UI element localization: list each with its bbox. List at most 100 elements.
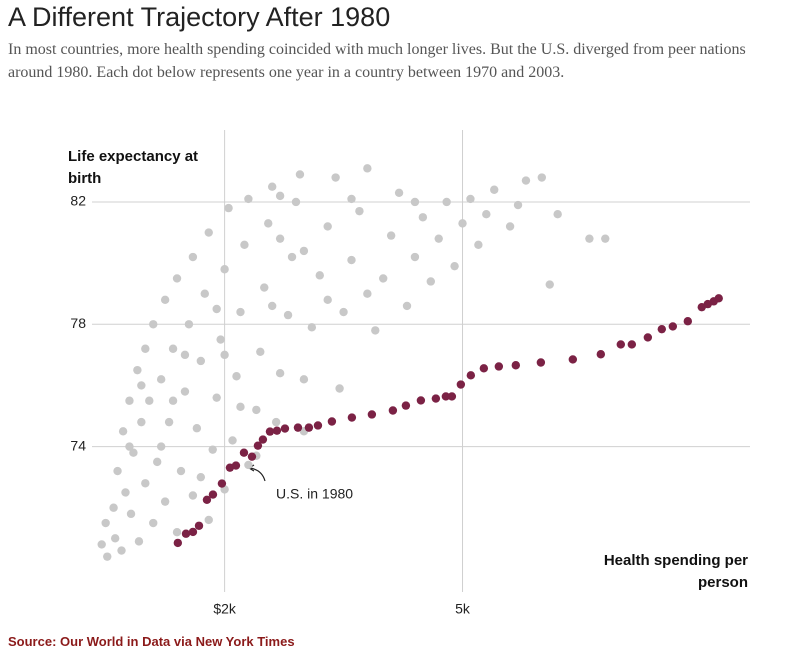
point (482, 210, 491, 219)
point (315, 271, 324, 280)
chart-title: A Different Trajectory After 1980 (8, 2, 391, 32)
point (264, 219, 273, 228)
point (275, 234, 285, 243)
point (410, 252, 420, 262)
point (347, 194, 356, 204)
point (323, 295, 332, 305)
point (236, 307, 245, 317)
point (299, 246, 309, 256)
point (537, 173, 547, 182)
point (196, 356, 206, 366)
point (394, 188, 404, 198)
point (347, 413, 357, 422)
point (149, 320, 158, 329)
point (188, 491, 198, 500)
point (232, 372, 241, 381)
point (283, 310, 293, 320)
point (490, 185, 499, 194)
point (258, 435, 268, 444)
point (184, 320, 194, 329)
point (168, 396, 178, 405)
point (479, 364, 489, 373)
point (441, 392, 451, 401)
point (363, 164, 372, 173)
point (458, 219, 467, 228)
point (125, 396, 134, 405)
point (388, 406, 398, 415)
point (505, 222, 515, 231)
point (456, 380, 466, 389)
point (327, 417, 337, 426)
point (103, 552, 112, 561)
point (367, 410, 377, 419)
point (386, 231, 396, 240)
point (379, 274, 388, 283)
point (267, 301, 277, 311)
point (426, 277, 435, 286)
point (466, 371, 476, 380)
point (212, 393, 221, 402)
point (212, 304, 221, 314)
point (304, 423, 314, 432)
point (267, 182, 277, 191)
point (125, 442, 134, 451)
point (217, 479, 227, 488)
point (323, 222, 332, 231)
y-tick-label: 82 (70, 193, 86, 209)
point (141, 479, 150, 488)
point (585, 234, 594, 243)
x-tick-label: $2k (213, 601, 237, 617)
point (176, 466, 186, 476)
point (474, 240, 483, 249)
point (416, 396, 426, 405)
point (160, 497, 170, 506)
point (260, 283, 269, 292)
point (335, 384, 344, 393)
point (240, 240, 249, 249)
point (657, 324, 666, 334)
point (293, 423, 303, 432)
point (101, 518, 110, 528)
point (291, 197, 301, 207)
point (149, 518, 158, 528)
point (299, 375, 309, 384)
point (188, 527, 198, 537)
point (355, 206, 364, 216)
point (275, 191, 285, 201)
point (275, 369, 285, 378)
point (434, 234, 443, 243)
point (180, 350, 190, 360)
point (568, 355, 578, 364)
point (236, 402, 245, 412)
point (714, 294, 723, 303)
point (180, 387, 190, 396)
point (118, 427, 128, 436)
point (668, 322, 678, 331)
y-axis-label: Life expectancy at birth (68, 148, 199, 187)
point (204, 228, 213, 237)
point (109, 503, 118, 512)
point (511, 361, 521, 370)
point (126, 509, 136, 519)
point (202, 495, 212, 504)
point (252, 405, 261, 415)
point (194, 521, 204, 530)
point (208, 490, 218, 499)
point (216, 335, 225, 344)
point (110, 534, 120, 543)
point (153, 457, 162, 467)
point (145, 396, 154, 405)
point (313, 421, 323, 430)
point (121, 488, 130, 497)
point (363, 289, 372, 298)
point (545, 280, 554, 289)
point (431, 394, 441, 403)
point (97, 540, 106, 549)
point (196, 472, 206, 482)
point (401, 401, 411, 410)
chart-subtitle: In most countries, more health spending … (8, 41, 746, 81)
annotation-arrow (249, 467, 266, 482)
point (156, 442, 166, 451)
point (596, 350, 606, 359)
